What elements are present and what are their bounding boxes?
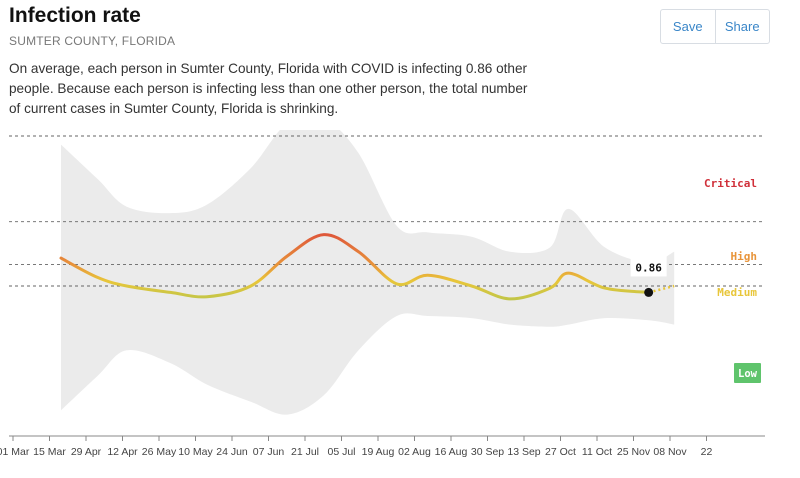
page-title: Infection rate <box>9 4 141 27</box>
zone-label-critical: Critical <box>704 177 757 190</box>
x-tick-label: 08 Nov <box>653 446 687 458</box>
x-tick-label: 16 Aug <box>435 446 468 458</box>
x-tick-label: 29 Apr <box>71 446 102 458</box>
x-tick-label: 27 Oct <box>545 446 576 458</box>
x-tick-label: 25 Nov <box>617 446 651 458</box>
projection-line <box>648 284 675 294</box>
action-button-group: Save Share <box>660 9 770 44</box>
x-tick-label: 05 Jul <box>327 446 355 458</box>
x-tick-label: 07 Jun <box>253 446 285 458</box>
x-tick-label: 22 <box>701 446 713 458</box>
x-tick-label: 26 May <box>142 446 177 458</box>
x-tick-label: 24 Jun <box>216 446 248 458</box>
chart-description: On average, each person in Sumter County… <box>9 61 528 116</box>
page-subtitle: SUMTER COUNTY, FLORIDA <box>9 34 176 48</box>
save-button[interactable]: Save <box>672 19 703 34</box>
x-tick-label: 01 Mar <box>0 446 30 458</box>
x-tick-label: 13 Sep <box>507 446 540 458</box>
x-tick-label: 19 Aug <box>362 446 395 458</box>
current-value-box <box>630 256 667 277</box>
x-tick-label: 02 Aug <box>398 446 431 458</box>
zone-label-high: High <box>731 250 758 263</box>
zone-label-medium: Medium <box>717 286 757 299</box>
x-tick-label: 21 Jul <box>291 446 319 458</box>
rt-line <box>59 233 651 301</box>
current-point <box>644 287 654 297</box>
current-value-label: 0.86 <box>635 261 662 274</box>
x-tick-label: 11 Oct <box>582 446 612 458</box>
zone-label-low: Low <box>738 368 758 380</box>
x-tick-label: 30 Sep <box>471 446 504 458</box>
x-tick-label: 15 Mar <box>33 446 66 458</box>
x-tick-label: 10 May <box>178 446 213 458</box>
confidence-band <box>61 130 675 415</box>
x-tick-label: 12 Apr <box>107 446 138 458</box>
low-badge <box>734 363 761 383</box>
share-button[interactable]: Share <box>714 10 770 43</box>
